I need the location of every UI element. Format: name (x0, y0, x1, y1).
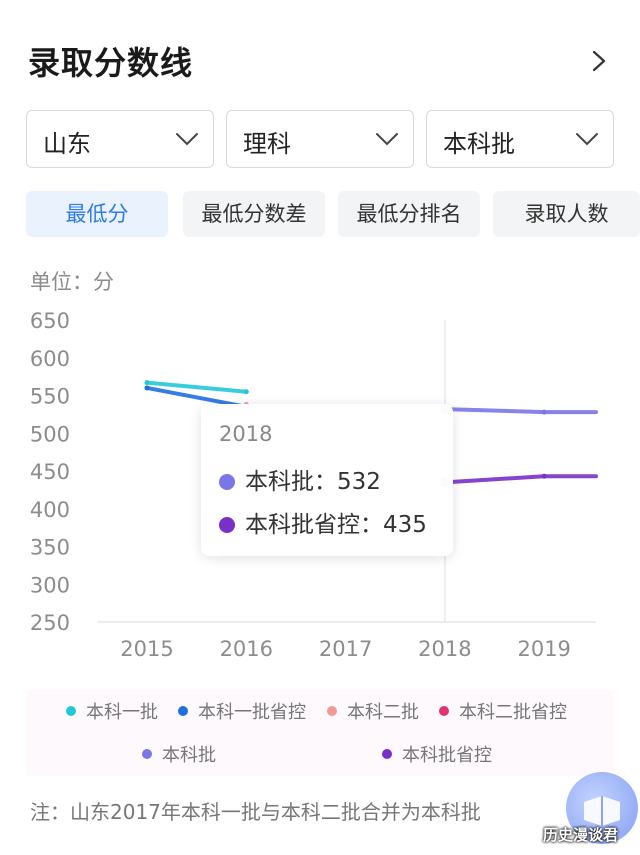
footnote: 注：山东2017年本科一批与本科二批合并为本科批 (30, 800, 481, 824)
chevron-down-icon (376, 133, 398, 146)
y-tick-label: 650 (30, 309, 70, 333)
series-point (541, 409, 547, 415)
tab-min-score[interactable]: 最低分 (26, 191, 168, 237)
province-select-value: 山东 (43, 130, 91, 158)
series-line-4 (442, 407, 598, 415)
legend-dot-icon (142, 749, 152, 759)
legend-item[interactable]: 本科一批省控 (178, 698, 306, 724)
y-tick-label: 300 (30, 573, 70, 597)
y-tick-label: 350 (30, 536, 70, 560)
watermark-logo-icon (566, 772, 638, 844)
y-tick-label: 500 (30, 422, 70, 446)
legend-label: 本科二批 (347, 702, 419, 723)
tooltip-row-label: 本科批省控：435 (245, 512, 427, 538)
tab-min-score-rank[interactable]: 最低分排名 (338, 191, 480, 237)
tab-admission-count[interactable]: 录取人数 (493, 191, 640, 237)
legend-label: 本科二批省控 (459, 702, 567, 723)
y-tick-label: 250 (30, 611, 70, 635)
watermark-text: 历史漫谈君 (543, 826, 619, 844)
tab-min-score-diff[interactable]: 最低分数差 (183, 191, 325, 237)
y-tick-label: 550 (30, 385, 70, 409)
series-line-5 (442, 474, 598, 485)
tooltip-dot-icon (219, 517, 235, 533)
metric-tabs: 最低分 最低分数差 最低分排名 录取人数 (26, 191, 640, 239)
score-line-chart: 650 600 550 500 450 400 350 300 250 2015 2016 2017 2… (30, 309, 598, 661)
unit-label: 单位：分 (30, 270, 114, 294)
legend-item[interactable]: 本科二批省控 (439, 698, 567, 724)
y-tick-label: 450 (30, 460, 70, 484)
series-point (243, 389, 249, 395)
tooltip-row: 本科批省控：435 (219, 505, 427, 539)
series-point (541, 473, 547, 479)
header: 录取分数线 (0, 0, 640, 110)
page-title: 录取分数线 (28, 44, 194, 82)
tooltip-row: 本科批：532 (219, 462, 381, 496)
legend-label: 本科一批 (86, 702, 158, 723)
batch-select[interactable]: 本科批 (426, 110, 614, 168)
series-point (144, 380, 150, 386)
chevron-down-icon (576, 133, 598, 146)
batch-select-value: 本科批 (443, 130, 515, 158)
chevron-down-icon (176, 133, 198, 146)
legend-dot-icon (382, 749, 392, 759)
series-line-1 (145, 385, 249, 409)
x-tick-label: 2019 (517, 637, 570, 661)
series-line-0 (145, 380, 249, 394)
x-tick-label: 2015 (120, 637, 173, 661)
legend-dot-icon (66, 706, 76, 716)
legend-item[interactable]: 本科一批 (66, 698, 158, 724)
legend-label: 本科一批省控 (198, 702, 306, 723)
legend-label: 本科批 (162, 745, 216, 766)
subject-select-value: 理科 (243, 130, 291, 158)
tooltip-dot-icon (219, 474, 235, 490)
province-select[interactable]: 山东 (26, 110, 214, 168)
legend-dot-icon (439, 706, 449, 716)
legend-dot-icon (178, 706, 188, 716)
series-point (144, 385, 150, 391)
tooltip-year: 2018 (219, 422, 273, 446)
legend-dot-icon (327, 706, 337, 716)
legend-label: 本科批省控 (402, 745, 492, 766)
x-tick-label: 2017 (319, 637, 372, 661)
chart-tooltip: 2018 本科批：532 本科批省控：435 (201, 404, 453, 556)
legend-item[interactable]: 本科批省控 (382, 741, 492, 767)
x-tick-label: 2016 (220, 637, 273, 661)
x-tick-label: 2018 (418, 637, 471, 661)
subject-select[interactable]: 理科 (226, 110, 414, 168)
filter-selects: 山东 理科 本科批 (26, 110, 614, 172)
y-tick-label: 400 (30, 498, 70, 522)
legend-item[interactable]: 本科二批 (327, 698, 419, 724)
tooltip-row-label: 本科批：532 (245, 469, 381, 495)
legend-item[interactable]: 本科批 (142, 741, 216, 767)
chevron-right-icon[interactable] (588, 46, 612, 76)
chart-legend: 本科一批 本科一批省控 本科二批 本科二批省控 本科批 本科批省控 (26, 690, 614, 776)
book-icon (584, 796, 620, 826)
y-tick-label: 600 (30, 347, 70, 371)
